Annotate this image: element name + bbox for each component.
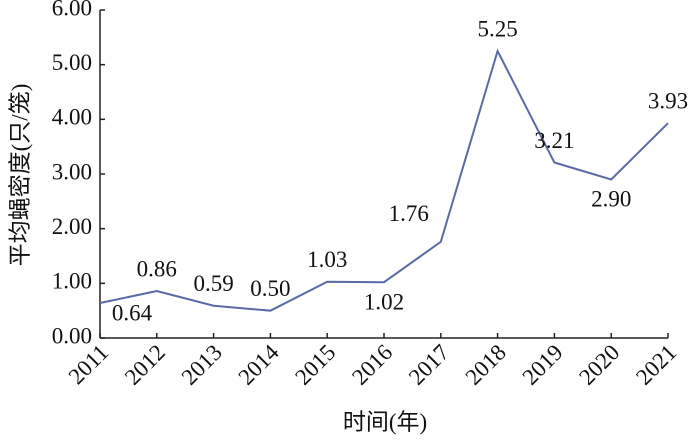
data-label: 1.02 [364,290,404,315]
data-label: 1.76 [389,201,429,226]
x-tick-label: 2012 [120,340,170,390]
data-label: 0.64 [112,300,153,325]
x-tick-label: 2014 [233,339,284,390]
y-tick-label: 4.00 [52,105,92,130]
data-label: 3.21 [534,128,574,153]
y-axis-label: 平均蝇密度(只/笼) [7,84,32,267]
data-label: 0.86 [137,256,177,281]
data-label: 3.93 [648,88,688,113]
y-tick-label: 6.00 [52,0,92,20]
x-tick-label: 2013 [177,340,227,390]
x-tick-label: 2019 [517,340,567,390]
x-tick-label: 2021 [631,340,681,390]
x-axis-label: 时间(年) [343,409,427,434]
x-tick-label: 2018 [461,340,511,390]
data-line [99,48,669,312]
data-label: 0.59 [193,271,233,296]
data-label: 5.25 [477,16,517,41]
y-tick-label: 2.00 [52,214,92,239]
data-label: 1.03 [307,247,347,272]
x-tick-label: 2015 [290,340,340,390]
y-tick-label: 5.00 [52,50,92,75]
data-label: 0.50 [250,276,290,301]
data-label: 2.90 [591,187,631,212]
x-tick-label: 2020 [574,340,624,390]
x-tick-label: 2016 [347,340,397,390]
y-tick-label: 1.00 [52,269,92,294]
y-tick-label: 0.00 [52,323,92,348]
y-tick-label: 3.00 [52,159,92,184]
x-tick-label: 2017 [404,340,454,390]
